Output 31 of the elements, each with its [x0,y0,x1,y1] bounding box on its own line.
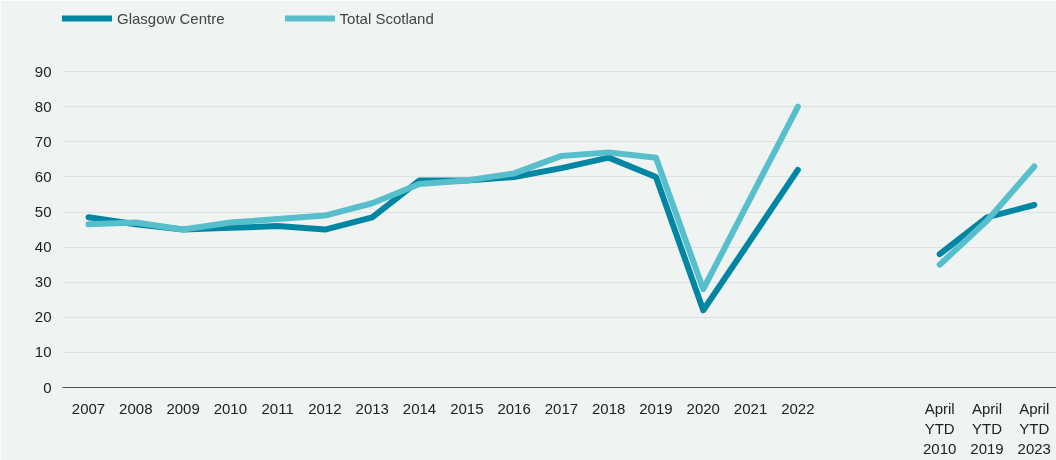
x-tick-label: 2018 [592,399,626,417]
x-tick-label: 2007 [71,399,106,417]
x-tick-label: 2016 [497,399,531,417]
x-tick-label: 2019 [639,399,673,417]
x-tick-label: 2013 [355,399,389,417]
y-tick-label: 70 [34,132,52,150]
y-tick-label: 20 [34,308,52,326]
x-tick-label: 2009 [166,399,200,417]
y-tick-label: 60 [34,167,52,185]
y-tick-label: 90 [34,62,52,80]
x-tick-label: 2008 [119,399,153,417]
x-tick-label: 2021 [733,399,768,417]
x-tick-label: April YTD 2010 [923,399,957,458]
y-tick-label: 30 [34,273,52,291]
x-tick-label: 2011 [261,399,294,417]
y-tick-label: 40 [34,238,52,256]
x-tick-label: 2012 [308,399,342,417]
x-tick-label: April YTD 2023 [1017,399,1051,458]
legend-label: Glasgow Centre [117,9,225,27]
x-tick-label: 2015 [450,399,484,417]
y-tick-label: 0 [43,378,52,396]
legend-label: Total Scotland [339,9,434,27]
x-tick-label: April YTD 2019 [970,399,1004,458]
x-tick-label: 2020 [686,399,720,417]
x-tick-label: 2017 [544,399,579,417]
y-tick-label: 80 [34,97,52,115]
x-tick-label: 2014 [402,399,437,417]
x-tick-label: 2022 [781,399,815,417]
x-tick-label: 2010 [213,399,248,417]
y-tick-label: 50 [34,203,52,221]
y-tick-label: 10 [34,343,52,361]
